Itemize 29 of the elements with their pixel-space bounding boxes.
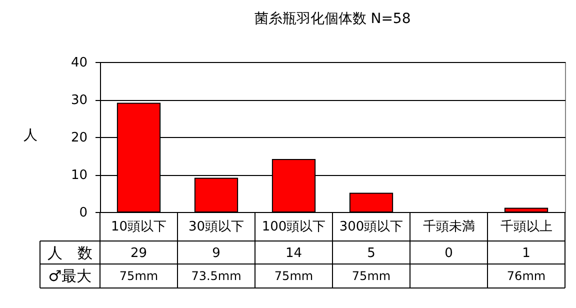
bar — [194, 178, 238, 212]
y-axis-title: 人 — [24, 128, 38, 144]
data-label: 0 — [444, 246, 453, 261]
text: 75mm — [119, 269, 158, 283]
y-tick-label: 30 — [70, 93, 88, 108]
bar — [504, 208, 548, 212]
x-tick-label: 10頭以下 — [110, 220, 167, 234]
bar — [349, 192, 394, 212]
text: 76mm — [506, 269, 546, 283]
y-tick-label: 20 — [70, 130, 88, 146]
text: ♂最大 — [48, 267, 92, 285]
x-tick-label: 千頭以上 — [500, 220, 552, 234]
text: 人 数 — [48, 244, 92, 262]
text: 75mm — [274, 269, 314, 283]
data-label: 29 — [130, 246, 148, 261]
x-tick-label: 30頭以下 — [188, 220, 244, 234]
chart-title: 菌糸瓶羽化個体数 N=58 — [254, 11, 411, 27]
data-label: 1 — [522, 246, 530, 261]
data-label: 5 — [367, 246, 376, 261]
x-tick-label: 千頭未満 — [422, 220, 475, 234]
x-tick-label: 300頭以下 — [339, 220, 404, 234]
data-label: 14 — [285, 246, 302, 261]
y-tick-label: 10 — [70, 168, 88, 183]
y-tick-label: 40 — [70, 56, 88, 70]
y-tick-label: 0 — [79, 206, 88, 220]
text: 75mm — [352, 269, 391, 283]
x-tick-label: 100頭以下 — [262, 220, 326, 234]
data-label: 9 — [212, 246, 220, 261]
text: 73.5mm — [191, 269, 242, 283]
